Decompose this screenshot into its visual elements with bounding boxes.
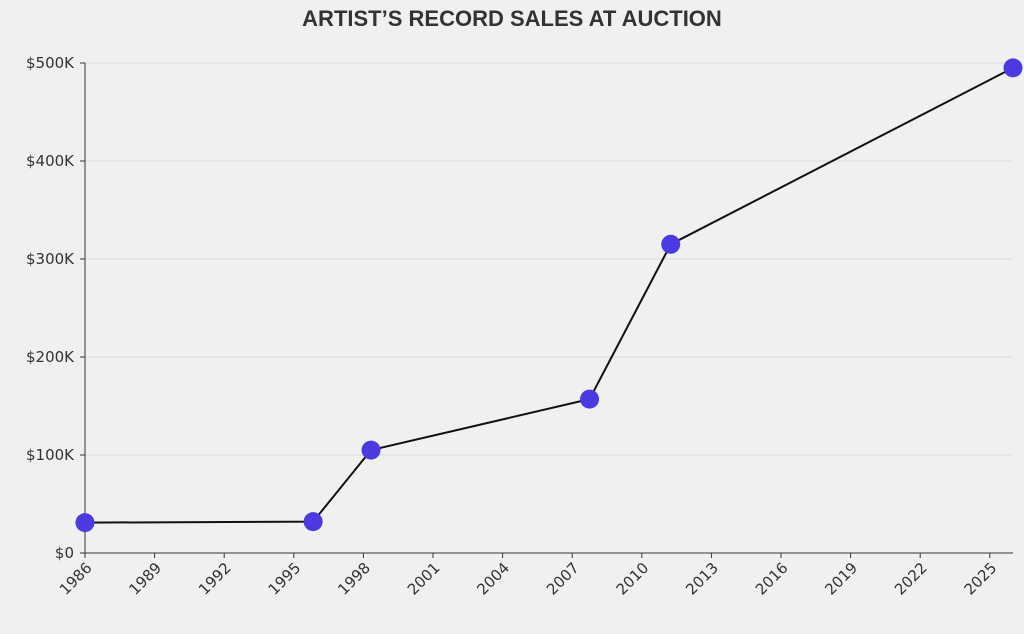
data-point [580, 389, 600, 409]
y-tick-label: $100K [26, 446, 75, 464]
x-tick-label: 2007 [543, 559, 583, 599]
x-tick-label: 2013 [682, 559, 722, 599]
x-tick-label: 1995 [265, 559, 305, 599]
x-tick-label: 2004 [473, 559, 513, 599]
data-point [361, 440, 381, 460]
x-tick-label: 1989 [125, 559, 165, 599]
data-point [661, 234, 681, 254]
x-tick-label: 2016 [752, 559, 792, 599]
x-tick-label: 1992 [195, 559, 235, 599]
y-tick-label: $0 [55, 544, 74, 562]
data-point [1003, 58, 1023, 78]
x-tick-label: 2025 [961, 559, 1001, 599]
x-tick-label: 2001 [404, 559, 444, 599]
data-point [75, 513, 95, 533]
chart-title: ARTIST’S RECORD SALES AT AUCTION [302, 6, 722, 31]
grid [85, 62, 1013, 456]
x-tick-label: 2019 [821, 559, 861, 599]
series [75, 58, 1023, 533]
y-tick-label: $400K [26, 152, 75, 170]
y-tick-label: $200K [26, 348, 75, 366]
axes: $0 $100K $200K $300K $400K $500K 1986 1989 1992 1… [26, 54, 1013, 599]
x-tick-label: 1998 [334, 559, 374, 599]
x-tick-label: 2022 [891, 559, 931, 599]
y-tick-label: $500K [26, 54, 75, 72]
series-line [84, 67, 1014, 524]
x-tick-label: 2010 [613, 559, 653, 599]
data-point [303, 512, 323, 532]
y-tick-label: $300K [26, 250, 75, 268]
x-tick-label: 1986 [56, 559, 96, 599]
